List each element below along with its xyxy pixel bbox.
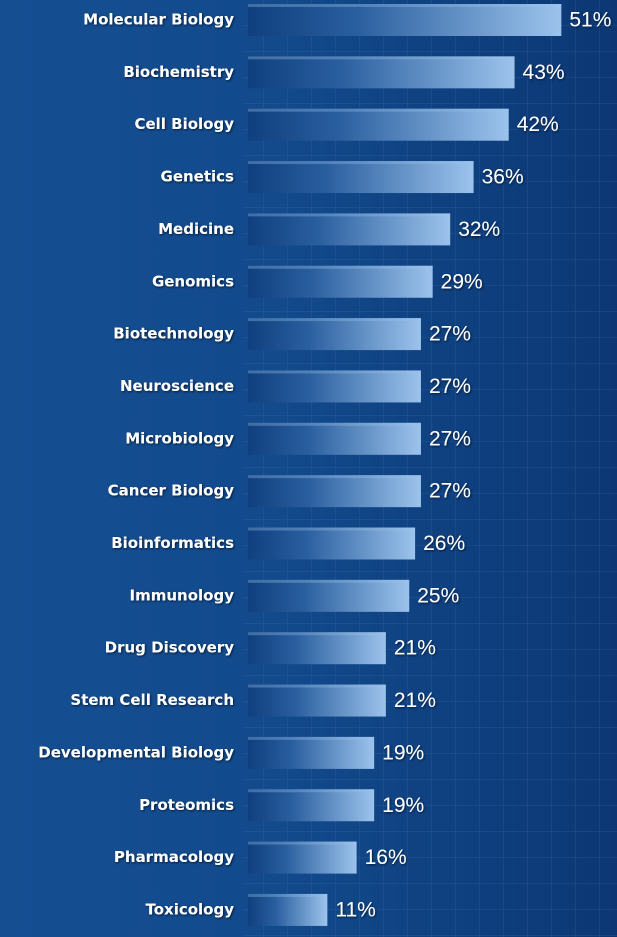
- category-label: Neuroscience: [120, 377, 234, 395]
- bar-highlight: [248, 370, 421, 374]
- bar: [248, 475, 421, 508]
- category-label: Biotechnology: [113, 325, 234, 343]
- bar: [248, 527, 416, 560]
- category-label: Bioinformatics: [111, 534, 234, 552]
- category-label: Genomics: [152, 272, 234, 290]
- bar-highlight: [248, 841, 357, 845]
- bar-highlight: [248, 422, 421, 426]
- bar: [248, 736, 375, 769]
- bar: [248, 579, 410, 612]
- bar-highlight: [248, 579, 410, 583]
- bar: [248, 4, 562, 36]
- value-label: 26%: [423, 532, 465, 555]
- category-label: Molecular Biology: [83, 11, 234, 29]
- value-label: 42%: [517, 113, 559, 136]
- bar-highlight: [248, 632, 386, 636]
- bar-highlight: [248, 161, 474, 165]
- bar: [248, 161, 474, 194]
- value-label: 27%: [429, 480, 471, 503]
- bar: [248, 789, 375, 822]
- category-label: Medicine: [158, 220, 234, 238]
- category-label: Cancer Biology: [108, 482, 235, 500]
- bar-highlight: [248, 527, 416, 531]
- category-label: Genetics: [161, 168, 235, 186]
- bar-highlight: [248, 684, 386, 688]
- category-label: Microbiology: [125, 429, 234, 447]
- bar-highlight: [248, 4, 562, 7]
- value-label: 51%: [569, 9, 611, 32]
- value-label: 27%: [429, 375, 471, 398]
- bar: [248, 422, 421, 455]
- bar-highlight: [248, 475, 421, 479]
- bar: [248, 213, 451, 246]
- value-label: 21%: [394, 637, 436, 660]
- value-label: 43%: [523, 61, 565, 84]
- value-label: 19%: [382, 794, 424, 817]
- background-grid: [244, 0, 617, 937]
- category-label: Biochemistry: [123, 63, 234, 81]
- bar: [248, 632, 386, 665]
- bar: [248, 318, 421, 351]
- value-label: 16%: [365, 846, 407, 869]
- value-label: 27%: [429, 427, 471, 450]
- rows: Molecular Biology 51% Biochemistry 43% Cell …: [38, 4, 611, 926]
- category-label: Cell Biology: [134, 115, 234, 133]
- bar-highlight: [248, 108, 509, 112]
- bar: [248, 56, 515, 89]
- bar-highlight: [248, 56, 515, 60]
- bar: [248, 370, 421, 403]
- category-label: Immunology: [130, 586, 235, 604]
- bar: [248, 265, 433, 298]
- value-label: 25%: [417, 584, 459, 607]
- category-label: Toxicology: [145, 900, 234, 918]
- value-label: 11%: [335, 898, 375, 921]
- value-label: 21%: [394, 689, 436, 712]
- bar: [248, 108, 509, 141]
- value-label: 19%: [382, 741, 424, 764]
- category-label: Developmental Biology: [38, 743, 234, 761]
- category-label: Stem Cell Research: [70, 691, 234, 709]
- value-label: 27%: [429, 323, 471, 346]
- value-label: 36%: [482, 166, 524, 189]
- bar-highlight: [248, 736, 375, 740]
- bar-highlight: [248, 318, 421, 322]
- bar-highlight: [248, 265, 433, 269]
- value-label: 29%: [441, 270, 483, 293]
- bar: [248, 684, 386, 717]
- category-label: Drug Discovery: [105, 639, 235, 657]
- bar-highlight: [248, 789, 375, 793]
- bar: [248, 841, 357, 874]
- category-label: Pharmacology: [114, 848, 234, 866]
- bar-highlight: [248, 893, 328, 897]
- bar-highlight: [248, 213, 451, 217]
- category-label: Proteomics: [139, 796, 234, 814]
- value-label: 32%: [458, 218, 500, 241]
- bar: [248, 893, 328, 926]
